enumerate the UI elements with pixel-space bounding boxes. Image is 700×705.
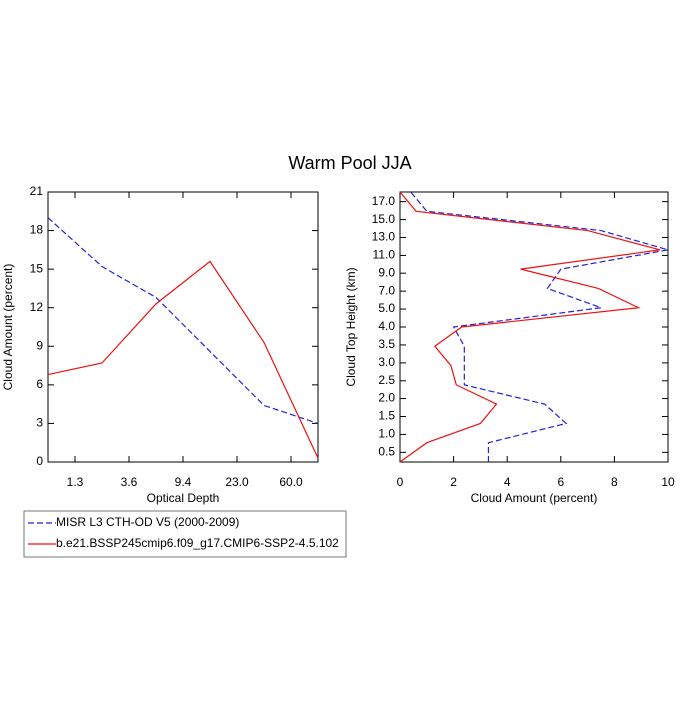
series-line (399, 191, 661, 463)
plot-frame (47, 191, 319, 463)
series-line (47, 217, 319, 424)
x-tick-label: 23.0 (225, 475, 249, 489)
y-tick-label: 13.0 (372, 230, 396, 244)
y-tick-label: 5.0 (378, 301, 395, 315)
y-tick-label: 3 (36, 416, 43, 430)
legend-box (23, 510, 347, 558)
y-tick-label: 3.5 (378, 337, 395, 351)
y-tick-label: 6 (36, 377, 43, 391)
y-tick-label: 9 (36, 338, 43, 352)
y-tick-label: 3.0 (378, 355, 395, 369)
x-tick-label: 1.3 (67, 475, 84, 489)
y-axis-label: Cloud Amount (percent) (1, 264, 15, 391)
x-tick-label: 60.0 (279, 475, 303, 489)
x-tick-label: 10 (661, 475, 675, 489)
y-tick-label: 2.5 (378, 373, 395, 387)
x-axis-label: Optical Depth (147, 491, 220, 505)
x-tick-label: 2 (450, 475, 457, 489)
y-tick-label: 9.0 (378, 265, 395, 279)
x-tick-label: 6 (557, 475, 564, 489)
y-tick-label: 17.0 (372, 194, 396, 208)
legend-label: b.e21.BSSP245cmip6.f09_g17.CMIP6-SSP2-4.… (56, 536, 339, 550)
x-tick-label: 4 (504, 475, 511, 489)
y-tick-label: 12 (30, 300, 44, 314)
x-tick-label: 8 (611, 475, 618, 489)
figure-title: Warm Pool JJA (288, 153, 411, 173)
y-tick-label: 15 (30, 261, 44, 275)
y-tick-label: 21 (30, 184, 44, 198)
y-tick-label: 0.5 (378, 445, 395, 459)
y-tick-label: 0 (36, 454, 43, 468)
y-tick-label: 2.0 (378, 391, 395, 405)
y-axis-label: Cloud Top Height (km) (344, 267, 358, 386)
x-tick-label: 3.6 (121, 475, 138, 489)
plot-frame (399, 191, 669, 463)
series-line (47, 260, 319, 459)
y-tick-label: 15.0 (372, 212, 396, 226)
x-axis-label: Cloud Amount (percent) (471, 491, 598, 505)
legend-label: MISR L3 CTH-OD V5 (2000-2009) (56, 515, 239, 529)
x-tick-label: 0 (397, 475, 404, 489)
y-tick-label: 18 (30, 223, 44, 237)
y-tick-label: 1.0 (378, 427, 395, 441)
y-tick-label: 1.5 (378, 409, 395, 423)
y-tick-label: 11.0 (373, 248, 396, 262)
y-tick-label: 7.0 (378, 283, 395, 297)
y-tick-label: 4.0 (378, 319, 395, 333)
series-line (410, 191, 669, 462)
x-tick-label: 9.4 (175, 475, 192, 489)
